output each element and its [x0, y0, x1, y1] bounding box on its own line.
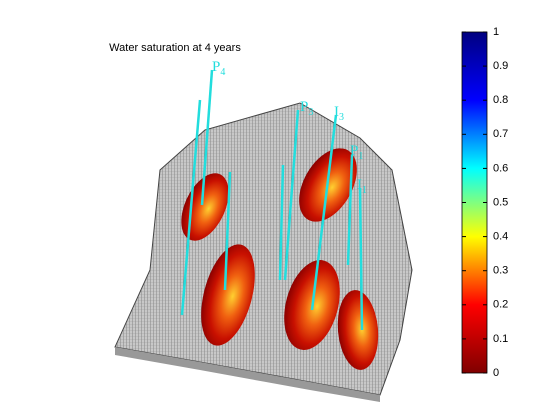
- well-line: [310, 114, 338, 311]
- reservoir-surface: [114, 102, 413, 402]
- colorbar: [461, 31, 488, 374]
- tick-label: 0.3: [493, 265, 508, 277]
- wells: P4 P3 I3 P1 I1: [180, 59, 367, 331]
- well-line: [223, 171, 232, 291]
- well-line: [200, 69, 214, 206]
- tick-label: 0.8: [493, 94, 508, 106]
- tick-label: 0.9: [493, 60, 508, 72]
- well-line: [346, 154, 354, 266]
- tick-label: 0.5: [493, 196, 508, 208]
- well-label: I3: [334, 104, 344, 123]
- tick-label: 0.6: [493, 162, 508, 174]
- tick-label: 0.1: [493, 333, 508, 345]
- tick-label: 1: [493, 26, 499, 38]
- tick-label: 0.2: [493, 299, 508, 311]
- tick-label: 0.4: [493, 231, 508, 243]
- well-label: I1: [357, 177, 367, 196]
- well-line: [180, 99, 202, 316]
- well-label: P1: [350, 143, 363, 162]
- chart-title: Water saturation at 4 years: [109, 42, 241, 54]
- tick-label: 0: [493, 367, 499, 379]
- well-line: [358, 187, 364, 331]
- well-label: P4: [212, 59, 225, 78]
- well-label: P3: [300, 99, 313, 118]
- well-line: [283, 109, 300, 281]
- well-line: [278, 164, 285, 281]
- tick-label: 0.7: [493, 128, 508, 140]
